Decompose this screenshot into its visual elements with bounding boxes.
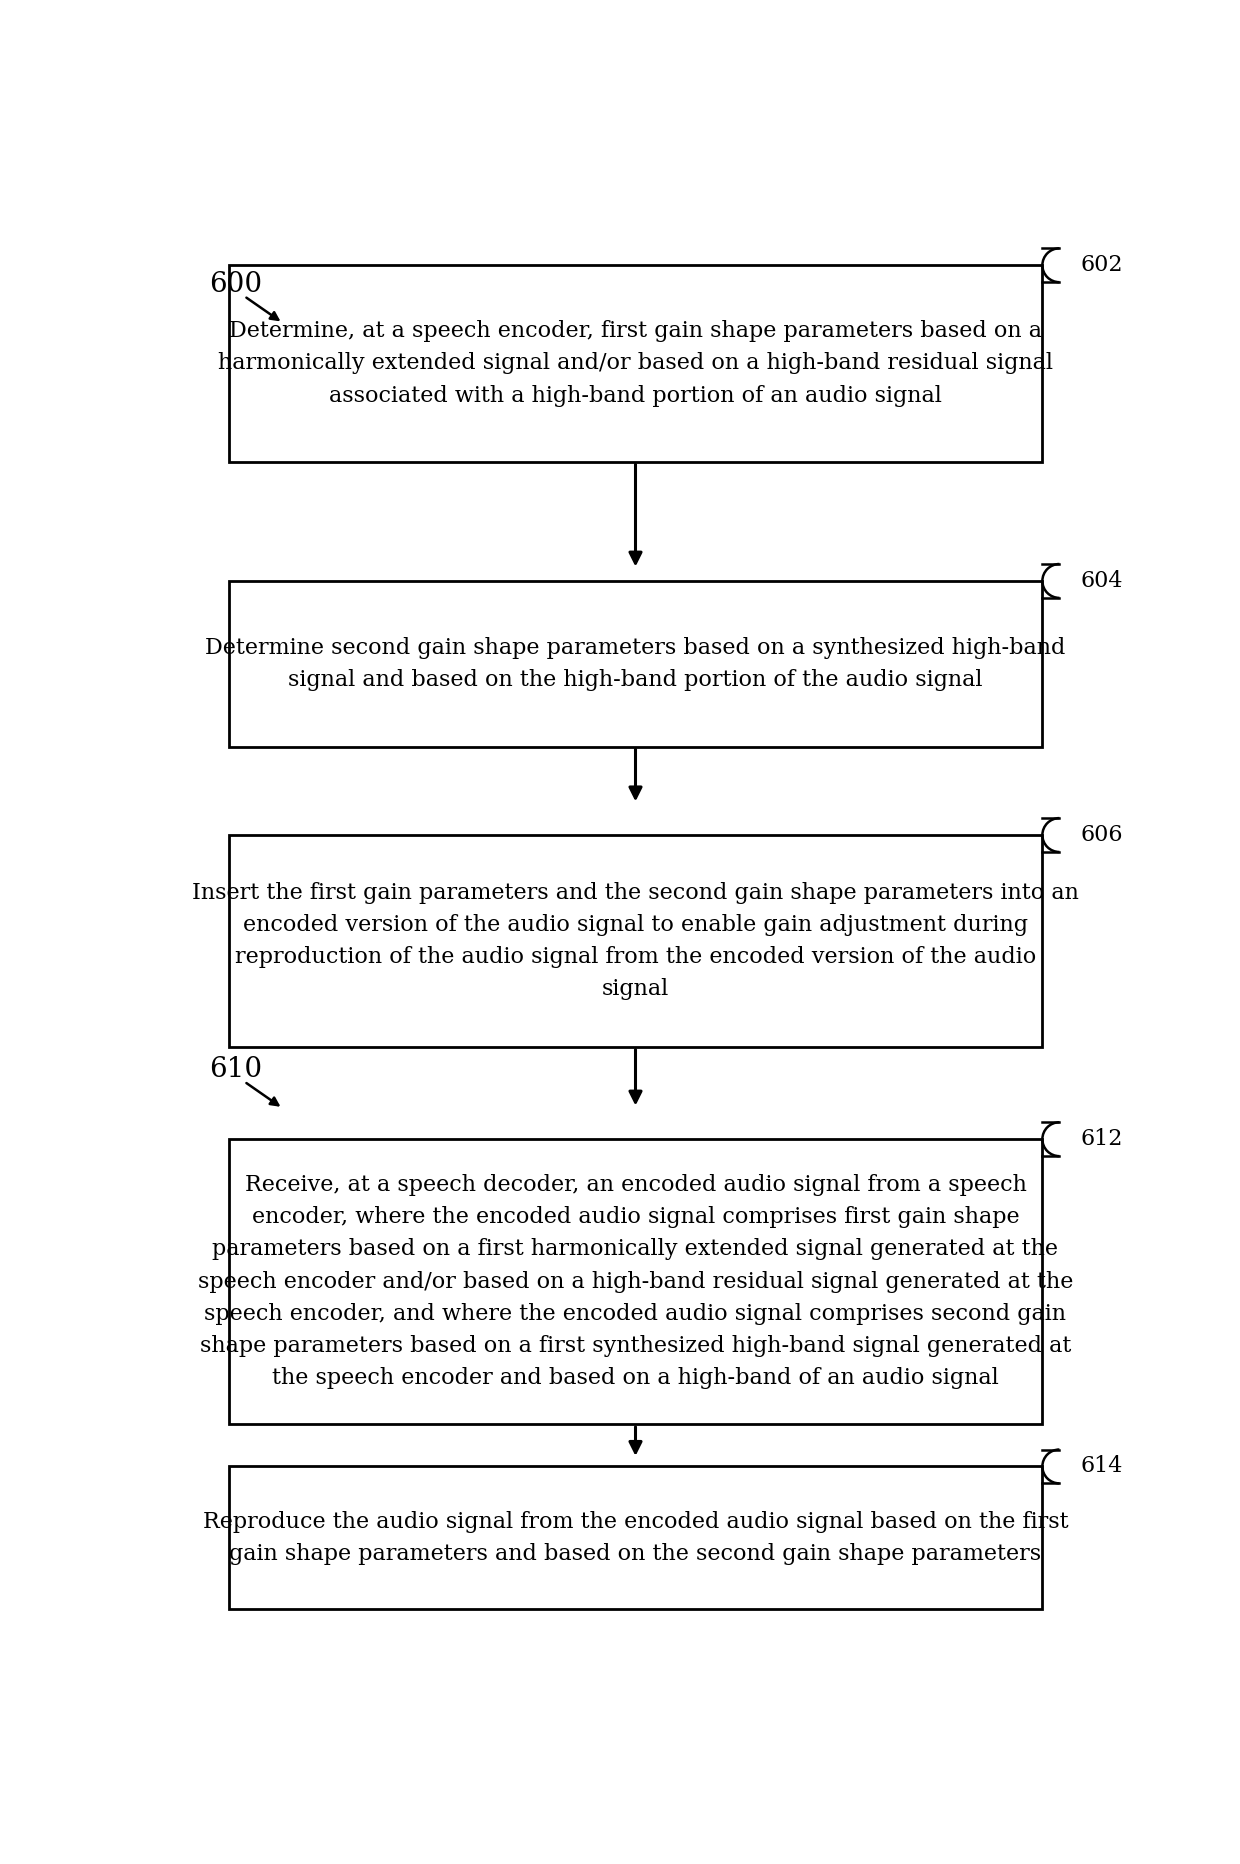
Text: 606: 606 [1080, 824, 1123, 846]
Bar [228, 265, 1043, 462]
Text: Determine second gain shape parameters based on a synthesized high-band
signal a: Determine second gain shape parameters b… [206, 637, 1065, 692]
Text: Receive, at a speech decoder, an encoded audio signal from a speech
encoder, whe: Receive, at a speech decoder, an encoded… [198, 1174, 1073, 1389]
Bar [228, 835, 1043, 1048]
Bar [228, 1139, 1043, 1424]
Text: Reproduce the audio signal from the encoded audio signal based on the first
gain: Reproduce the audio signal from the enco… [202, 1510, 1069, 1564]
Text: 610: 610 [210, 1057, 263, 1083]
Bar [228, 582, 1043, 746]
Text: 614: 614 [1080, 1456, 1122, 1478]
Text: 600: 600 [210, 270, 263, 298]
Text: Insert the first gain parameters and the second gain shape parameters into an
en: Insert the first gain parameters and the… [192, 882, 1079, 1001]
Text: Determine, at a speech encoder, first gain shape parameters based on a
harmonica: Determine, at a speech encoder, first ga… [218, 321, 1053, 406]
Text: 604: 604 [1080, 570, 1123, 593]
Text: 612: 612 [1080, 1128, 1122, 1150]
Bar [228, 1467, 1043, 1609]
Text: 602: 602 [1080, 254, 1123, 276]
